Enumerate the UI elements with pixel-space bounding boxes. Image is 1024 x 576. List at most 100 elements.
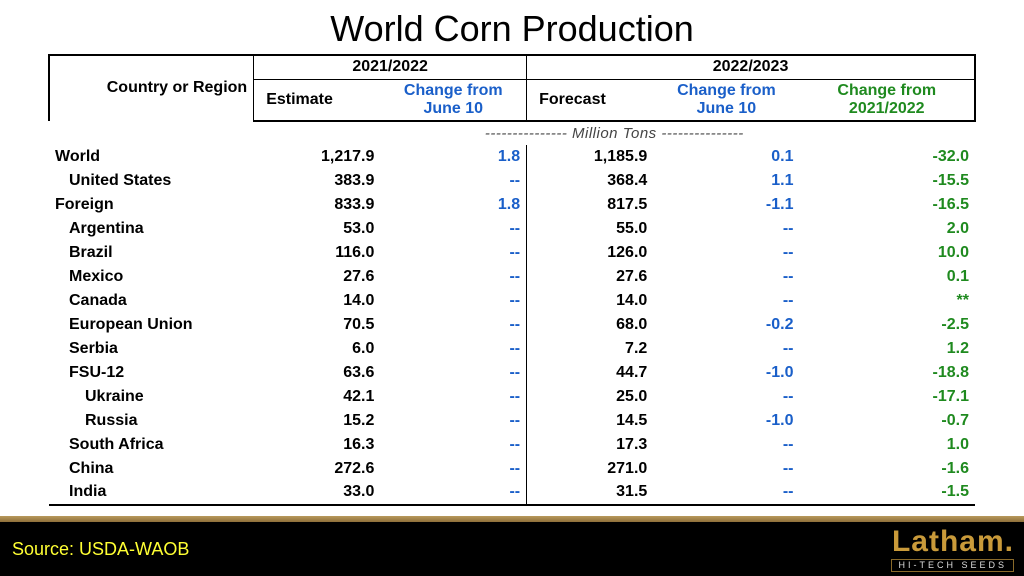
cell-forecast: 817.5	[527, 193, 654, 217]
cell-forecast: 68.0	[527, 313, 654, 337]
cell-estimate: 70.5	[254, 313, 381, 337]
cell-change1: --	[380, 361, 526, 385]
col-change-yoy: Change from 2021/2022	[800, 79, 976, 121]
col-year2: 2022/2023	[527, 55, 975, 79]
cell-region: United States	[49, 169, 254, 193]
cell-region: China	[49, 457, 254, 481]
table-row: Brazil116.0--126.0--10.0	[49, 241, 975, 265]
cell-change2: 0.1	[653, 145, 799, 169]
cell-region: World	[49, 145, 254, 169]
table-row: Canada14.0--14.0--**	[49, 289, 975, 313]
col-change-june-1: Change from June 10	[380, 79, 526, 121]
cell-estimate: 272.6	[254, 457, 381, 481]
cell-estimate: 53.0	[254, 217, 381, 241]
table-row: United States383.9--368.41.1-15.5	[49, 169, 975, 193]
col-forecast: Forecast	[527, 79, 654, 121]
page-title: World Corn Production	[0, 0, 1024, 54]
cell-change2: -1.0	[653, 409, 799, 433]
cell-region: Canada	[49, 289, 254, 313]
cell-change2: -1.1	[653, 193, 799, 217]
cell-forecast: 17.3	[527, 433, 654, 457]
cell-estimate: 16.3	[254, 433, 381, 457]
cell-forecast: 126.0	[527, 241, 654, 265]
cell-change1: 1.8	[380, 193, 526, 217]
cell-estimate: 1,217.9	[254, 145, 381, 169]
cell-region: South Africa	[49, 433, 254, 457]
cell-estimate: 14.0	[254, 289, 381, 313]
cell-estimate: 383.9	[254, 169, 381, 193]
cell-change-yoy: -1.6	[800, 457, 976, 481]
cell-region: Brazil	[49, 241, 254, 265]
cell-forecast: 368.4	[527, 169, 654, 193]
cell-change1: --	[380, 409, 526, 433]
cell-region: Russia	[49, 409, 254, 433]
cell-estimate: 42.1	[254, 385, 381, 409]
cell-change2: --	[653, 241, 799, 265]
cell-change2: -0.2	[653, 313, 799, 337]
table-row: European Union70.5--68.0-0.2-2.5	[49, 313, 975, 337]
cell-change-yoy: 0.1	[800, 265, 976, 289]
cell-forecast: 31.5	[527, 481, 654, 505]
cell-change-yoy: -16.5	[800, 193, 976, 217]
cell-change2: -1.0	[653, 361, 799, 385]
cell-region: Mexico	[49, 265, 254, 289]
cell-change-yoy: 10.0	[800, 241, 976, 265]
cell-forecast: 25.0	[527, 385, 654, 409]
cell-forecast: 271.0	[527, 457, 654, 481]
cell-change-yoy: -2.5	[800, 313, 976, 337]
cell-change-yoy: -32.0	[800, 145, 976, 169]
col-change-june-2: Change from June 10	[653, 79, 799, 121]
source-text: Source: USDA-WAOB	[12, 539, 189, 560]
cell-change1: --	[380, 481, 526, 505]
cell-estimate: 833.9	[254, 193, 381, 217]
cell-change-yoy: 2.0	[800, 217, 976, 241]
units-label: --------------- Million Tons -----------…	[254, 121, 975, 145]
footer-bar: Source: USDA-WAOB Latham. HI-TECH SEEDS	[0, 522, 1024, 576]
cell-region: Ukraine	[49, 385, 254, 409]
cell-estimate: 15.2	[254, 409, 381, 433]
cell-change2: --	[653, 481, 799, 505]
brand-tagline: HI-TECH SEEDS	[891, 559, 1014, 572]
cell-estimate: 6.0	[254, 337, 381, 361]
table-row: World1,217.91.81,185.90.1-32.0	[49, 145, 975, 169]
production-table: Country or Region 2021/2022 2022/2023 Es…	[48, 54, 976, 506]
brand-logo: Latham. HI-TECH SEEDS	[891, 527, 1014, 572]
table-row: Serbia6.0--7.2--1.2	[49, 337, 975, 361]
col-year1: 2021/2022	[254, 55, 527, 79]
table-row: Foreign833.91.8817.5-1.1-16.5	[49, 193, 975, 217]
cell-change-yoy: -0.7	[800, 409, 976, 433]
cell-change1: --	[380, 217, 526, 241]
cell-region: India	[49, 481, 254, 505]
cell-change2: 1.1	[653, 169, 799, 193]
cell-change1: 1.8	[380, 145, 526, 169]
cell-forecast: 55.0	[527, 217, 654, 241]
cell-forecast: 14.5	[527, 409, 654, 433]
cell-estimate: 63.6	[254, 361, 381, 385]
cell-estimate: 116.0	[254, 241, 381, 265]
cell-change1: --	[380, 169, 526, 193]
table-row: China272.6--271.0---1.6	[49, 457, 975, 481]
cell-forecast: 7.2	[527, 337, 654, 361]
table-container: Country or Region 2021/2022 2022/2023 Es…	[48, 54, 976, 506]
cell-change-yoy: 1.2	[800, 337, 976, 361]
cell-change-yoy: -1.5	[800, 481, 976, 505]
cell-change1: --	[380, 457, 526, 481]
table-row: Russia15.2--14.5-1.0-0.7	[49, 409, 975, 433]
cell-forecast: 27.6	[527, 265, 654, 289]
brand-name: Latham	[892, 525, 1005, 558]
cell-change2: --	[653, 385, 799, 409]
cell-change1: --	[380, 313, 526, 337]
cell-forecast: 1,185.9	[527, 145, 654, 169]
cell-region: Serbia	[49, 337, 254, 361]
cell-change2: --	[653, 337, 799, 361]
cell-estimate: 33.0	[254, 481, 381, 505]
cell-change1: --	[380, 385, 526, 409]
cell-region: Foreign	[49, 193, 254, 217]
cell-change1: --	[380, 337, 526, 361]
cell-change-yoy: -18.8	[800, 361, 976, 385]
cell-change-yoy: -17.1	[800, 385, 976, 409]
cell-change1: --	[380, 265, 526, 289]
cell-change2: --	[653, 289, 799, 313]
cell-change2: --	[653, 433, 799, 457]
table-row: South Africa16.3--17.3--1.0	[49, 433, 975, 457]
